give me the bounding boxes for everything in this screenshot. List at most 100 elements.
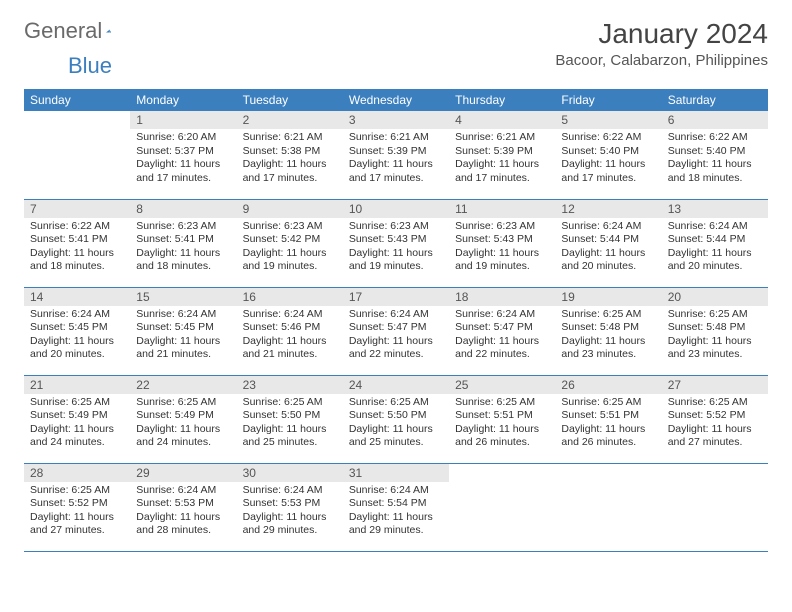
daylight-text: Daylight: 11 hours and 29 minutes. [349,511,443,538]
daylight-text: Daylight: 11 hours and 19 minutes. [349,247,443,274]
logo: General [24,18,134,44]
day-number: 7 [24,200,130,218]
daylight-text: Daylight: 11 hours and 27 minutes. [668,423,762,450]
day-details: Sunrise: 6:25 AMSunset: 5:52 PMDaylight:… [24,482,130,545]
calendar-day-cell: 2Sunrise: 6:21 AMSunset: 5:38 PMDaylight… [237,111,343,199]
sunset-text: Sunset: 5:50 PM [243,409,337,423]
calendar-day-cell: 6 Sunrise: 6:22 AMSunset: 5:40 PMDaylight… [662,111,768,199]
daylight-text: Daylight: 11 hours and 25 minutes. [243,423,337,450]
sunrise-text: Sunrise: 6:24 AM [455,308,549,322]
daylight-text: Daylight: 11 hours and 17 minutes. [243,158,337,185]
sunrise-text: Sunrise: 6:23 AM [243,220,337,234]
calendar-body: .1Sunrise: 6:20 AMSunset: 5:37 PMDayligh… [24,111,768,551]
weekday-header: Tuesday [237,89,343,111]
day-details: Sunrise: 6:23 AMSunset: 5:43 PMDaylight:… [449,218,555,281]
day-details: Sunrise: 6:24 AMSunset: 5:54 PMDaylight:… [343,482,449,545]
calendar-day-cell: 25Sunrise: 6:25 AMSunset: 5:51 PMDayligh… [449,375,555,463]
daylight-text: Daylight: 11 hours and 24 minutes. [30,423,124,450]
day-number: 30 [237,464,343,482]
daylight-text: Daylight: 11 hours and 18 minutes. [668,158,762,185]
calendar-week-row: .1Sunrise: 6:20 AMSunset: 5:37 PMDayligh… [24,111,768,199]
day-details: Sunrise: 6:25 AMSunset: 5:51 PMDaylight:… [555,394,661,457]
day-number: 23 [237,376,343,394]
sunset-text: Sunset: 5:40 PM [561,145,655,159]
day-number: 27 [662,376,768,394]
daylight-text: Daylight: 11 hours and 18 minutes. [30,247,124,274]
sunset-text: Sunset: 5:38 PM [243,145,337,159]
sunset-text: Sunset: 5:39 PM [455,145,549,159]
sunset-text: Sunset: 5:37 PM [136,145,230,159]
calendar-day-cell: 24Sunrise: 6:25 AMSunset: 5:50 PMDayligh… [343,375,449,463]
day-number: 2 [237,111,343,129]
day-number: 8 [130,200,236,218]
sunset-text: Sunset: 5:52 PM [668,409,762,423]
daylight-text: Daylight: 11 hours and 17 minutes. [136,158,230,185]
sunrise-text: Sunrise: 6:22 AM [561,131,655,145]
sunset-text: Sunset: 5:51 PM [561,409,655,423]
daylight-text: Daylight: 11 hours and 19 minutes. [243,247,337,274]
day-details: Sunrise: 6:24 AMSunset: 5:47 PMDaylight:… [449,306,555,369]
day-number: 1 [130,111,236,129]
day-number: 28 [24,464,130,482]
daylight-text: Daylight: 11 hours and 25 minutes. [349,423,443,450]
day-number: 14 [24,288,130,306]
day-details: Sunrise: 6:25 AMSunset: 5:50 PMDaylight:… [237,394,343,457]
calendar-week-row: 21Sunrise: 6:25 AMSunset: 5:49 PMDayligh… [24,375,768,463]
calendar-day-cell: 31Sunrise: 6:24 AMSunset: 5:54 PMDayligh… [343,463,449,551]
sunset-text: Sunset: 5:53 PM [243,497,337,511]
logo-blue: Blue [68,53,112,78]
sunrise-text: Sunrise: 6:24 AM [668,220,762,234]
day-number: 17 [343,288,449,306]
calendar-day-cell: 4Sunrise: 6:21 AMSunset: 5:39 PMDaylight… [449,111,555,199]
sunrise-text: Sunrise: 6:25 AM [561,396,655,410]
day-number: 6 [662,111,768,129]
calendar-day-cell: 23Sunrise: 6:25 AMSunset: 5:50 PMDayligh… [237,375,343,463]
weekday-header: Saturday [662,89,768,111]
day-details: Sunrise: 6:25 AMSunset: 5:49 PMDaylight:… [24,394,130,457]
sunset-text: Sunset: 5:41 PM [136,233,230,247]
calendar-day-cell: 3Sunrise: 6:21 AMSunset: 5:39 PMDaylight… [343,111,449,199]
sunrise-text: Sunrise: 6:24 AM [561,220,655,234]
sunrise-text: Sunrise: 6:24 AM [349,484,443,498]
calendar-table: Sunday Monday Tuesday Wednesday Thursday… [24,89,768,552]
day-number: 26 [555,376,661,394]
day-number: 25 [449,376,555,394]
calendar-day-cell: 15Sunrise: 6:24 AMSunset: 5:45 PMDayligh… [130,287,236,375]
sunrise-text: Sunrise: 6:21 AM [455,131,549,145]
daylight-text: Daylight: 11 hours and 26 minutes. [455,423,549,450]
day-details: Sunrise: 6:23 AMSunset: 5:42 PMDaylight:… [237,218,343,281]
daylight-text: Daylight: 11 hours and 17 minutes. [455,158,549,185]
calendar-day-cell: 21Sunrise: 6:25 AMSunset: 5:49 PMDayligh… [24,375,130,463]
sunset-text: Sunset: 5:44 PM [561,233,655,247]
sunrise-text: Sunrise: 6:24 AM [136,308,230,322]
day-details: Sunrise: 6:24 AMSunset: 5:47 PMDaylight:… [343,306,449,369]
day-details: Sunrise: 6:21 AMSunset: 5:39 PMDaylight:… [343,129,449,192]
sunset-text: Sunset: 5:41 PM [30,233,124,247]
logo-general: General [24,18,102,44]
sunset-text: Sunset: 5:48 PM [561,321,655,335]
sunrise-text: Sunrise: 6:22 AM [668,131,762,145]
day-number: 10 [343,200,449,218]
sunrise-text: Sunrise: 6:25 AM [561,308,655,322]
day-number: 22 [130,376,236,394]
day-details: Sunrise: 6:24 AMSunset: 5:53 PMDaylight:… [130,482,236,545]
sunrise-text: Sunrise: 6:22 AM [30,220,124,234]
sunset-text: Sunset: 5:43 PM [455,233,549,247]
daylight-text: Daylight: 11 hours and 22 minutes. [349,335,443,362]
sunset-text: Sunset: 5:51 PM [455,409,549,423]
sunset-text: Sunset: 5:42 PM [243,233,337,247]
logo-triangle-icon [106,23,111,39]
day-number: 9 [237,200,343,218]
calendar-day-cell: 16Sunrise: 6:24 AMSunset: 5:46 PMDayligh… [237,287,343,375]
calendar-day-cell: 10Sunrise: 6:23 AMSunset: 5:43 PMDayligh… [343,199,449,287]
daylight-text: Daylight: 11 hours and 27 minutes. [30,511,124,538]
daylight-text: Daylight: 11 hours and 20 minutes. [561,247,655,274]
weekday-header-row: Sunday Monday Tuesday Wednesday Thursday… [24,89,768,111]
calendar-day-cell: . [662,463,768,551]
daylight-text: Daylight: 11 hours and 17 minutes. [349,158,443,185]
sunset-text: Sunset: 5:40 PM [668,145,762,159]
day-number: 15 [130,288,236,306]
sunrise-text: Sunrise: 6:24 AM [136,484,230,498]
sunrise-text: Sunrise: 6:24 AM [349,308,443,322]
day-details: Sunrise: 6:24 AMSunset: 5:44 PMDaylight:… [555,218,661,281]
